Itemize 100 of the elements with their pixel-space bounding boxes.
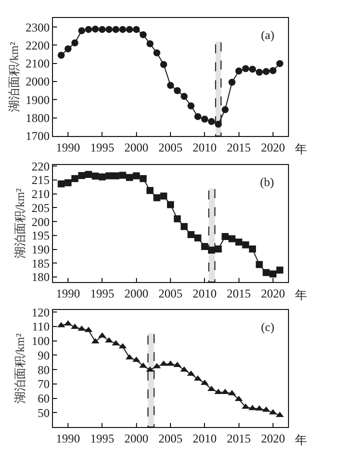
y-tick-label: 1700 [26,129,50,144]
x-axis-title: 年 [295,142,307,156]
point [228,235,236,242]
x-tick-label: 1990 [56,431,80,446]
point [248,246,256,253]
point [256,261,263,268]
y-tick-label: 2000 [26,74,50,89]
point [92,26,99,33]
point [140,31,147,38]
point [256,68,263,76]
x-tick-label: 2010 [192,140,217,154]
x-tick-label: 2020 [260,431,285,446]
point [78,172,86,180]
y-tick-label: 80 [38,362,50,377]
y-tick-label: 60 [38,391,50,406]
x-tick-label: 2005 [158,431,182,446]
y-tick-label: 195 [32,228,50,243]
y-tick-label: 2200 [26,38,50,52]
point [194,234,202,242]
y-tick-label: 215 [32,173,50,188]
point [234,396,243,402]
x-tick-label: 2010 [192,431,217,446]
y-tick-label: 1900 [26,92,50,107]
point [201,116,208,123]
point [106,172,113,180]
point [153,194,160,202]
point [221,388,230,394]
point [146,40,154,48]
point [139,362,148,368]
y-tick-label: 100 [32,334,50,348]
y-tick-label: 110 [32,320,50,334]
point [173,362,182,368]
y-tick-label: 220 [32,159,50,174]
point [214,246,222,253]
x-tick-label: 1990 [56,286,80,300]
y-tick-label: 70 [38,377,50,392]
point [146,187,154,194]
point [180,366,188,372]
point [78,325,86,331]
x-tick-label: 1995 [90,286,114,300]
y-axis-title: 湖泊面积/km² [12,188,27,259]
x-tick-label: 2005 [158,286,182,300]
x-axis-title: 年 [295,433,307,447]
x-tick-label: 2000 [124,286,148,300]
point [153,49,160,56]
point [276,60,284,68]
point [187,102,194,110]
point [180,92,188,100]
x-tick-label: 2015 [226,286,251,300]
point [160,60,168,68]
point [132,26,140,33]
y-tick-label: 190 [32,242,50,256]
point [262,269,270,276]
point [269,270,276,278]
point [208,118,215,125]
point [269,67,276,74]
point [214,120,222,128]
point [276,266,284,274]
x-tick-label: 1990 [56,140,80,154]
x-tick-label: 1995 [90,431,114,446]
point [208,246,215,254]
point [58,52,65,59]
y-tick-label: 50 [38,406,50,420]
point [174,215,181,222]
point [214,388,222,394]
point [194,375,202,381]
y-tick-label: 200 [32,214,50,229]
point [106,26,113,33]
x-tick-label: 2000 [124,431,148,446]
point [85,170,92,178]
point [160,192,168,200]
point [167,201,174,208]
y-axis-title: 湖泊面积/km² [12,332,27,404]
point [132,172,140,180]
point [126,174,134,181]
annotation: (b) [260,175,274,189]
point [112,172,120,180]
point [222,233,229,240]
point [187,231,194,238]
point [71,175,78,182]
point [126,26,134,33]
point [64,179,72,186]
point [160,360,168,366]
y-tick-label: 90 [38,348,50,362]
point [242,65,250,72]
point [119,26,126,33]
point [180,223,188,230]
x-tick-label: 2020 [260,286,285,300]
point [71,39,78,46]
point [174,87,181,94]
y-tick-label: 205 [32,200,50,215]
y-tick-label: 2100 [26,56,50,71]
point [222,106,229,114]
x-tick-label: 2000 [124,140,148,154]
y-tick-label: 185 [32,256,50,270]
y-tick-label: 210 [32,187,50,202]
x-tick-label: 2005 [158,140,182,154]
point [262,68,270,76]
y-tick-label: 1800 [26,111,50,126]
point [98,26,106,33]
